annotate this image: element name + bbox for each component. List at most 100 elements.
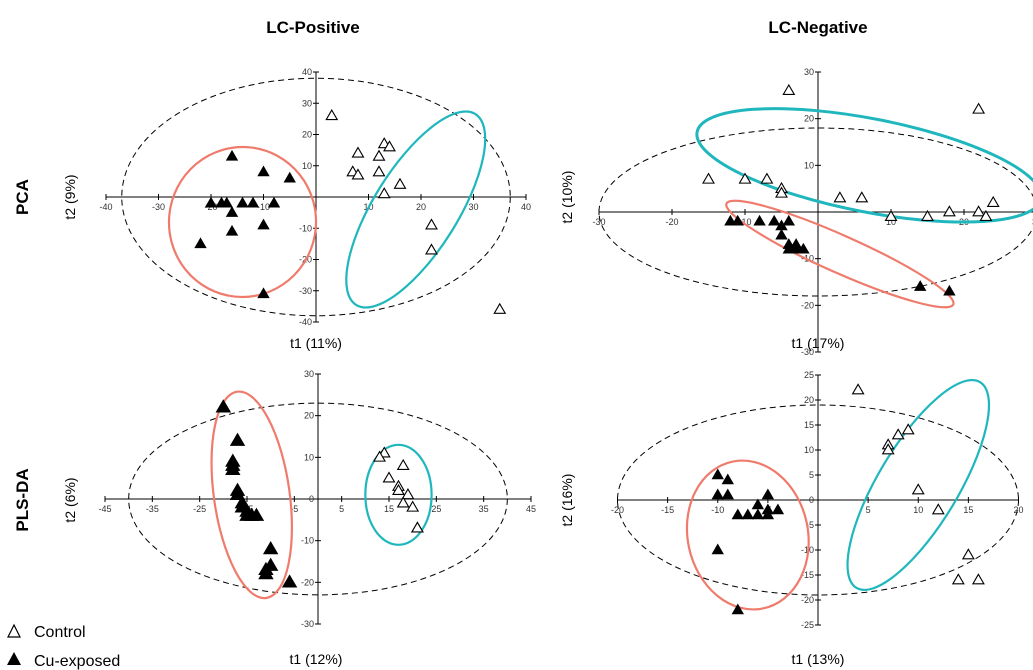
- control-point: [410, 521, 424, 533]
- y-tick-label: 10: [302, 161, 312, 171]
- y-tick-label: -30: [301, 619, 314, 629]
- control-point: [884, 209, 898, 222]
- control-point: [396, 458, 410, 471]
- cu-exposed-point: [753, 214, 766, 226]
- control-point: [392, 483, 405, 496]
- cu-exposed-point: [721, 473, 734, 485]
- y-tick-label: -20: [301, 577, 314, 587]
- cu-exposed-point: [225, 149, 239, 161]
- y-tick-label: -15: [801, 570, 814, 580]
- row-title-pls-da: PLS-DA: [13, 468, 32, 531]
- x-tick-label: -10: [257, 202, 270, 212]
- legend-control-label: Control: [34, 624, 86, 641]
- chart-pca-lc-positive: -40-30-20-1010203040-40-30-20-1010203040…: [62, 67, 531, 351]
- cu-exposed-point: [751, 508, 765, 520]
- cu-exposed-point: [943, 284, 956, 296]
- y-tick-label: 10: [804, 445, 814, 455]
- control-point: [425, 218, 438, 230]
- control-cluster-ellipse: [695, 107, 1033, 224]
- control-point: [855, 191, 869, 203]
- chart-pls-da-lc-negative: -20-15-10-55101520-25-20-15-10-505101520…: [559, 370, 1024, 667]
- cu-exposed-point: [225, 224, 239, 236]
- cu-exposed-point: [711, 468, 724, 480]
- x-tick-label: -40: [99, 202, 112, 212]
- cu-exposed-point: [257, 218, 270, 230]
- control-point: [373, 450, 386, 462]
- cu-exposed-point: [768, 214, 781, 226]
- cu-exposed-point: [229, 432, 246, 446]
- y-tick-label: -10: [301, 536, 314, 546]
- x-tick-label: -45: [98, 504, 111, 514]
- control-point: [961, 548, 975, 560]
- control-point: [325, 108, 339, 121]
- control-point: [393, 177, 407, 189]
- control-point: [986, 195, 1000, 208]
- cu-exposed-point: [262, 557, 279, 571]
- x-tick-label: 25: [431, 504, 441, 514]
- control-point: [921, 209, 934, 222]
- x-axis-label: t1 (17%): [792, 335, 845, 351]
- y-axis-label: t2 (16%): [559, 474, 575, 527]
- cu-exposed-point: [236, 196, 249, 208]
- cu-exposed-cluster-ellipse: [685, 459, 810, 611]
- x-tick-label: -35: [146, 504, 159, 514]
- control-point: [372, 165, 386, 177]
- cu-exposed-point: [711, 488, 724, 500]
- legend-cu-exposed-label: Cu-exposed: [34, 653, 120, 670]
- control-point: [760, 172, 774, 184]
- x-tick-label: 35: [479, 504, 489, 514]
- y-tick-label: 0: [309, 494, 314, 504]
- x-tick-label: 10: [913, 505, 923, 515]
- control-point: [972, 205, 986, 217]
- y-axis-label: t2 (10%): [559, 171, 575, 224]
- x-tick-label: -30: [152, 202, 165, 212]
- control-point: [396, 496, 410, 508]
- cu-exposed-point: [225, 461, 241, 476]
- control-cluster-ellipse: [345, 110, 487, 309]
- control-point: [372, 149, 386, 161]
- cu-exposed-point: [782, 214, 795, 226]
- x-tick-label: 10: [886, 217, 896, 227]
- cu-exposed-point: [204, 196, 218, 208]
- x-tick-label: 5: [866, 505, 871, 515]
- cu-exposed-point: [283, 171, 296, 183]
- cu-exposed-point: [721, 488, 734, 500]
- control-point: [383, 140, 396, 152]
- cu-exposed-point: [797, 242, 810, 254]
- x-tick-label: 5: [339, 504, 344, 514]
- cu-exposed-point: [761, 508, 775, 520]
- control-point: [942, 205, 956, 217]
- x-tick-label: 20: [416, 202, 426, 212]
- cu-exposed-point: [262, 541, 279, 555]
- x-tick-label: -20: [665, 217, 678, 227]
- control-point: [931, 503, 945, 515]
- y-axis-label: t2 (6%): [62, 477, 78, 522]
- cu-exposed-point: [229, 486, 246, 501]
- control-point: [738, 172, 752, 184]
- x-tick-label: 30: [1032, 217, 1033, 227]
- control-point: [911, 483, 925, 495]
- control-point: [881, 443, 895, 455]
- y-tick-label: -5: [806, 520, 814, 530]
- y-tick-label: 20: [302, 130, 312, 140]
- cu-exposed-point: [194, 237, 207, 249]
- control-point: [971, 573, 985, 585]
- cu-exposed-cluster-ellipse: [725, 199, 955, 309]
- cu-exposed-point: [782, 242, 795, 254]
- cu-exposed-cluster-ellipse: [167, 145, 318, 299]
- x-axis-label: t1 (11%): [290, 335, 342, 351]
- cu-exposed-point: [731, 603, 744, 615]
- cu-exposed-point: [257, 165, 270, 177]
- control-point: [775, 186, 788, 198]
- control-point: [833, 191, 847, 203]
- y-tick-label: 20: [804, 395, 814, 405]
- control-point: [979, 209, 993, 222]
- y-tick-label: -10: [299, 223, 312, 233]
- control-point: [972, 102, 986, 114]
- x-tick-label: 15: [963, 505, 973, 515]
- y-axis-label: t2 (9%): [62, 174, 78, 219]
- legend-control-icon: [7, 623, 21, 638]
- cu-exposed-point: [731, 214, 744, 226]
- x-axis-label: t1 (13%): [792, 651, 845, 667]
